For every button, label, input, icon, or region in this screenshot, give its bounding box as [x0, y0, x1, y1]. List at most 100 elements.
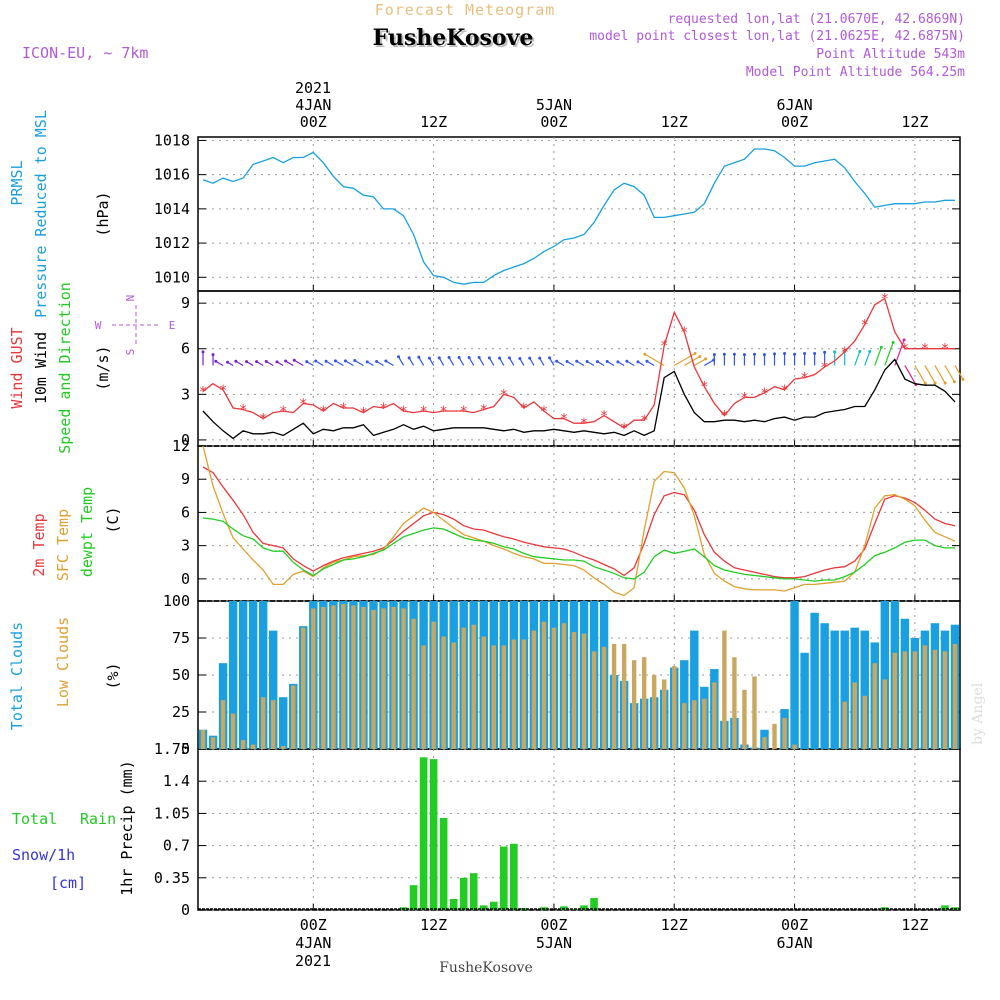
bottom-date-label: 5JAN: [536, 934, 572, 952]
low-cloud-bar: [391, 606, 396, 749]
low-cloud-bar: [732, 657, 737, 749]
temp-dewpt-line: [202, 517, 955, 582]
wind-arrow-head: [555, 359, 559, 363]
wind-arrow: [704, 359, 714, 366]
low-cloud-bar: [872, 663, 877, 749]
low-cloud-bar: [932, 649, 938, 749]
wind-arrow-head: [437, 356, 441, 360]
wind-gust-marker: *: [439, 404, 447, 420]
wind-gust-marker: *: [540, 404, 548, 420]
wind-arrow-head: [397, 355, 401, 359]
wind-arrow: [884, 342, 894, 366]
wind-arrow-head: [407, 356, 411, 360]
wind-arrow-head: [732, 352, 736, 356]
wind-gust-marker: *: [379, 401, 387, 417]
wind-unit: (m/s): [94, 345, 112, 390]
low-cloud-bar: [601, 646, 607, 749]
wind-arrow-head: [314, 359, 318, 363]
wind-arrow-head: [292, 358, 296, 362]
model-label: ICON-EU, ~ 7km: [22, 44, 148, 62]
low-cloud-bar: [431, 621, 436, 749]
wind-ytick-label: 6: [181, 340, 190, 358]
low-cloud-bar: [501, 645, 507, 749]
temp-ytick-label: 12: [172, 437, 190, 455]
low-cloud-bar: [291, 685, 296, 749]
precip-cm-label: [cm]: [50, 874, 86, 892]
wind-arrow: [468, 357, 475, 366]
wind-arrow: [954, 365, 964, 380]
wind-arrow-head: [712, 353, 716, 357]
low-cloud-bar: [712, 682, 717, 749]
compass-n: N: [124, 295, 137, 302]
low-cloud-bar: [581, 633, 587, 749]
wind-ytick-label: 3: [181, 385, 190, 403]
bottom-hour-label: 00Z: [300, 916, 327, 934]
clouds-ytick-label: 50: [172, 666, 190, 684]
wind-gust-marker: *: [500, 387, 508, 403]
wind-arrow-head: [384, 359, 388, 363]
wind-gust-marker: *: [941, 342, 949, 358]
wind-arrow-head: [858, 350, 862, 354]
top-hour-label: 00Z: [300, 113, 327, 131]
wind-gust-label: Wind GUST: [8, 327, 26, 408]
low-cloud-bar: [662, 679, 667, 749]
precip-bar: [439, 818, 448, 910]
pressure-ytick-label: 1012: [154, 234, 190, 252]
pressure-ytick-label: 1014: [154, 200, 190, 218]
top-hour-label: 00Z: [781, 113, 808, 131]
top-hour-label: 12Z: [661, 113, 688, 131]
temp-ytick-label: 3: [181, 537, 190, 555]
precip-bar: [510, 843, 518, 910]
pressure-ytick-label: 1018: [154, 131, 190, 149]
precip-ytick-label: 1.4: [163, 772, 190, 790]
wind-arrow-head: [548, 356, 552, 360]
wind-gust-marker: *: [259, 412, 267, 428]
total-cloud-bar: [880, 601, 890, 749]
wind-gust-marker: *: [820, 360, 828, 376]
low-cloud-bar: [561, 623, 567, 749]
wind-arrow-head: [275, 360, 279, 364]
wind-arrow: [458, 357, 465, 366]
total-cloud-bar: [268, 630, 278, 749]
top-date-label: 5JAN: [536, 96, 572, 114]
low-cloud-bar: [230, 713, 236, 749]
total-cloud-bar: [238, 601, 248, 749]
low-cloud-bar: [702, 698, 707, 749]
total-cloud-bar: [810, 612, 819, 749]
low-cloud-bar: [401, 608, 406, 749]
wind-arrow-head: [518, 357, 522, 361]
wind-10m-label: 10m Wind: [32, 332, 50, 404]
wind-gust-marker: *: [520, 401, 528, 417]
bottom-hour-label: 12Z: [901, 916, 928, 934]
wind-gust-marker: *: [660, 339, 668, 355]
low-cloud-bar: [371, 609, 376, 749]
wind-arrow-head: [636, 360, 640, 364]
model-altitude: Model Point Altitude 564.25m: [746, 65, 965, 80]
low-cloud-bar: [351, 605, 356, 749]
wind-arrow: [448, 357, 455, 366]
precip-bar: [941, 905, 949, 910]
wind-ytick-label: 9: [181, 294, 190, 312]
low-cloud-bar: [621, 643, 627, 749]
low-cloud-bar: [541, 621, 547, 749]
wind-arrow-head: [813, 351, 817, 355]
wind-arrow-head: [943, 381, 947, 385]
low-cloud-bar: [651, 675, 657, 749]
wind-gust-marker: *: [219, 383, 227, 399]
wind-arrow: [335, 360, 344, 366]
wind-arrow-head: [507, 356, 511, 360]
pressure-ytick-label: 1016: [154, 166, 190, 184]
temp-ytick-label: 0: [181, 570, 190, 588]
wind-arrow-head: [752, 352, 756, 356]
wind-gust-marker: *: [199, 384, 207, 400]
wind-gust-line: [202, 297, 955, 429]
footer-location: FusheKosove: [439, 960, 533, 976]
pressure-label-long: Pressure Reduced to MSL: [32, 110, 50, 318]
low-cloud-bar: [491, 645, 496, 749]
wind-gust-marker: *: [399, 404, 407, 420]
wind-arrow-head: [595, 360, 599, 364]
precip-ytick-label: 0.7: [163, 837, 190, 855]
wind-arrow-head: [742, 353, 746, 357]
wind-direction-label: Speed and Direction: [56, 282, 74, 454]
